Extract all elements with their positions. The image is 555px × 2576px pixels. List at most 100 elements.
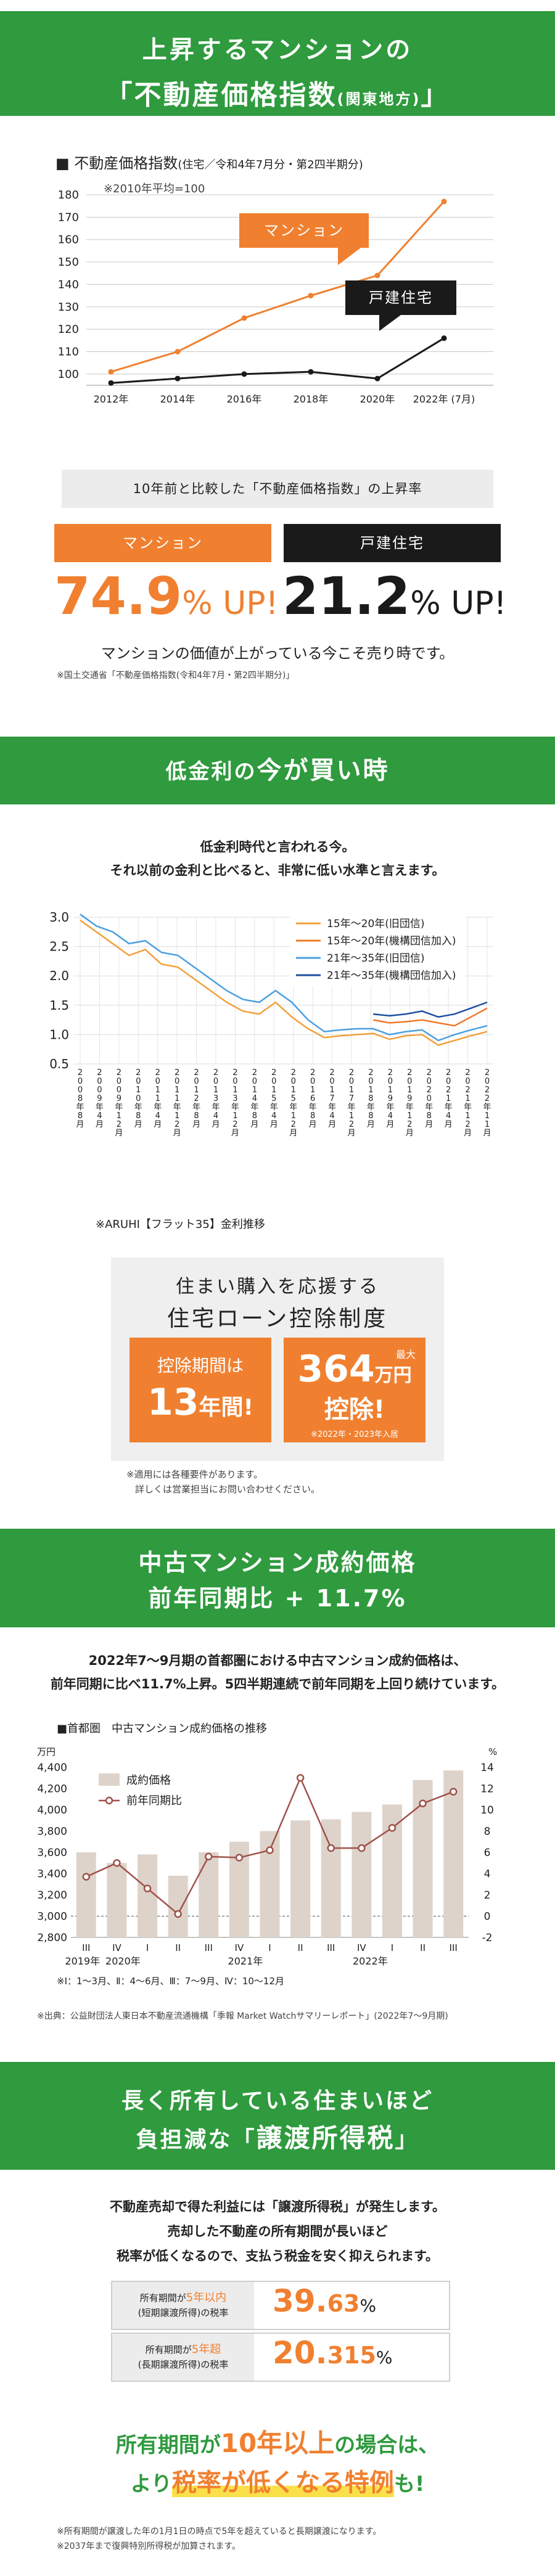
mansion-rate-value: 74.9% UP! xyxy=(54,566,279,626)
y-left-tick-label: 4,200 xyxy=(37,1783,67,1796)
house-rate-label: 戸建住宅 xyxy=(284,524,501,562)
data-point xyxy=(441,198,447,205)
data-point xyxy=(241,371,247,377)
quarter-label: III xyxy=(82,1942,90,1953)
y-left-tick-label: 4,400 xyxy=(37,1762,67,1774)
price-index-chart: 100 110 120 130 140 150 160 170 180 2012年 2014年 201… xyxy=(58,189,493,405)
data-point xyxy=(374,375,380,382)
y-right-tick-label: 6 xyxy=(484,1847,491,1859)
data-point xyxy=(175,348,181,354)
price-bar xyxy=(352,1812,372,1937)
section1-title-line2: 「不動産価格指数(関東地方)」 xyxy=(105,80,450,111)
y-right-tick-label: 8 xyxy=(484,1826,491,1838)
yoy-point xyxy=(82,1873,91,1881)
amount-badge: 最大 364万円 控除! ※2022年・2023年入居 xyxy=(284,1338,426,1442)
mansion-series-label: マンション xyxy=(264,222,344,239)
y-tick-label: 3.0 xyxy=(49,910,69,925)
y-tick-label: 150 xyxy=(58,256,79,269)
y-right-tick-label: 2 xyxy=(484,1889,491,1902)
data-point xyxy=(175,375,181,382)
yoy-point xyxy=(174,1910,182,1918)
rate-series-line xyxy=(373,1001,488,1018)
y-tick-label: 170 xyxy=(58,211,79,224)
loan-box-line2: 住宅ローン控除制度 xyxy=(166,1306,388,1331)
legend-bar-label: 成約価格 xyxy=(126,1774,171,1787)
quarter-label: IV xyxy=(112,1942,121,1953)
y-left-tick-label: 3,200 xyxy=(37,1889,67,1902)
data-point xyxy=(108,369,114,375)
yoy-point xyxy=(296,1774,305,1782)
quarter-label: II xyxy=(420,1942,426,1953)
year-label: 2020年 xyxy=(105,1955,141,1967)
y-left-tick-label: 3,000 xyxy=(37,1911,67,1923)
mansion-rate-label: マンション xyxy=(54,524,271,562)
x-tick-label: 2020年 xyxy=(360,393,395,405)
price-bar xyxy=(199,1852,219,1937)
rate-series-line xyxy=(80,914,488,1042)
loan-notes: ※適用には各種要件があります。 詳しくは営業担当にお問い合わせください。 xyxy=(126,1469,321,1495)
series-line-house xyxy=(110,337,445,384)
loan-box-line1: 住まい購入を応援する xyxy=(176,1276,379,1298)
y-right-tick-label: 10 xyxy=(480,1804,494,1817)
yoy-point xyxy=(358,1844,366,1852)
price-bar xyxy=(76,1852,96,1937)
house-rate-value: 21.2% UP! xyxy=(282,566,507,626)
y-left-tick-label: 3,600 xyxy=(37,1847,67,1859)
mansion-label-pointer xyxy=(338,248,361,265)
house-series-label: 戸建住宅 xyxy=(369,289,433,306)
data-point xyxy=(108,380,114,386)
yoy-point xyxy=(205,1852,213,1861)
series-line-mansion xyxy=(110,200,445,373)
left-axis-unit: 万円 xyxy=(37,1746,56,1757)
price-bar xyxy=(443,1770,464,1937)
y-left-tick-label: 2,800 xyxy=(37,1932,67,1944)
x-tick-label: 2016年 xyxy=(227,393,262,405)
legend-label: 15年〜20年(機構団信加入) xyxy=(327,935,456,947)
tax-footnotes: ※所有期間が譲渡した年の1月1日の時点で5年を超えていると長期譲渡になります。 … xyxy=(57,2527,382,2551)
section-price-index: 上昇するマンションの 「不動産価格指数(関東地方)」 ■ 不動産価格指数(住宅／… xyxy=(0,0,555,555)
x-tick-label: 2012年 xyxy=(94,393,129,405)
yoy-point xyxy=(327,1844,335,1852)
tax-lead: 不動産売却で得た利益には「譲渡所得税」が発生します。 売却した不動産の所有期間が… xyxy=(110,2199,445,2263)
right-axis-unit: % xyxy=(488,1746,497,1757)
interest-rate-chart: 0.5 1.0 1.5 2.0 2.5 3.0 2 0 0 8 年 8 月 2 0 0 9 年 4 月 2 0 0 9 年 1 2 月… xyxy=(49,910,493,1138)
section1-banner: 上昇するマンションの 「不動産価格指数(関東地方)」 xyxy=(0,11,555,116)
used-mansion-lead: 2022年7〜9月期の首都圏における中古マンション成約価格は、 前年同期に比べ1… xyxy=(50,1653,505,1691)
rate-series-line xyxy=(372,1007,488,1027)
used-chart-quarter-note: ※Ⅰ：1〜3月、Ⅱ：4〜6月、Ⅲ：7〜9月、Ⅳ：10〜12月 xyxy=(57,1976,284,1987)
y-left-tick-label: 4,000 xyxy=(37,1804,67,1817)
price-bar xyxy=(107,1863,127,1937)
quarter-label: III xyxy=(327,1942,335,1953)
y-tick-label: 2.5 xyxy=(49,939,69,954)
y-tick-label: 100 xyxy=(58,368,79,381)
x-tick-label: 2022年 (7月) xyxy=(413,393,475,405)
price-index-chart-note: ※2010年平均=100 xyxy=(104,182,205,195)
y-tick-label: 120 xyxy=(58,323,79,336)
used-chart-heading: ■首都圏 中古マンション成約価格の推移 xyxy=(57,1722,268,1735)
y-tick-label: 180 xyxy=(58,189,79,202)
data-point xyxy=(241,315,247,321)
section1-title-line1: 上昇するマンションの xyxy=(142,36,413,64)
y-right-tick-label: -2 xyxy=(482,1932,493,1944)
quarter-label: II xyxy=(175,1942,181,1953)
price-bar xyxy=(138,1854,158,1937)
legend-label: 15年〜20年(旧団信) xyxy=(327,918,425,930)
x-tick-label: 2018年 xyxy=(294,393,329,405)
y-tick-label: 1.0 xyxy=(49,1027,69,1042)
legend-bar-swatch xyxy=(99,1773,120,1786)
